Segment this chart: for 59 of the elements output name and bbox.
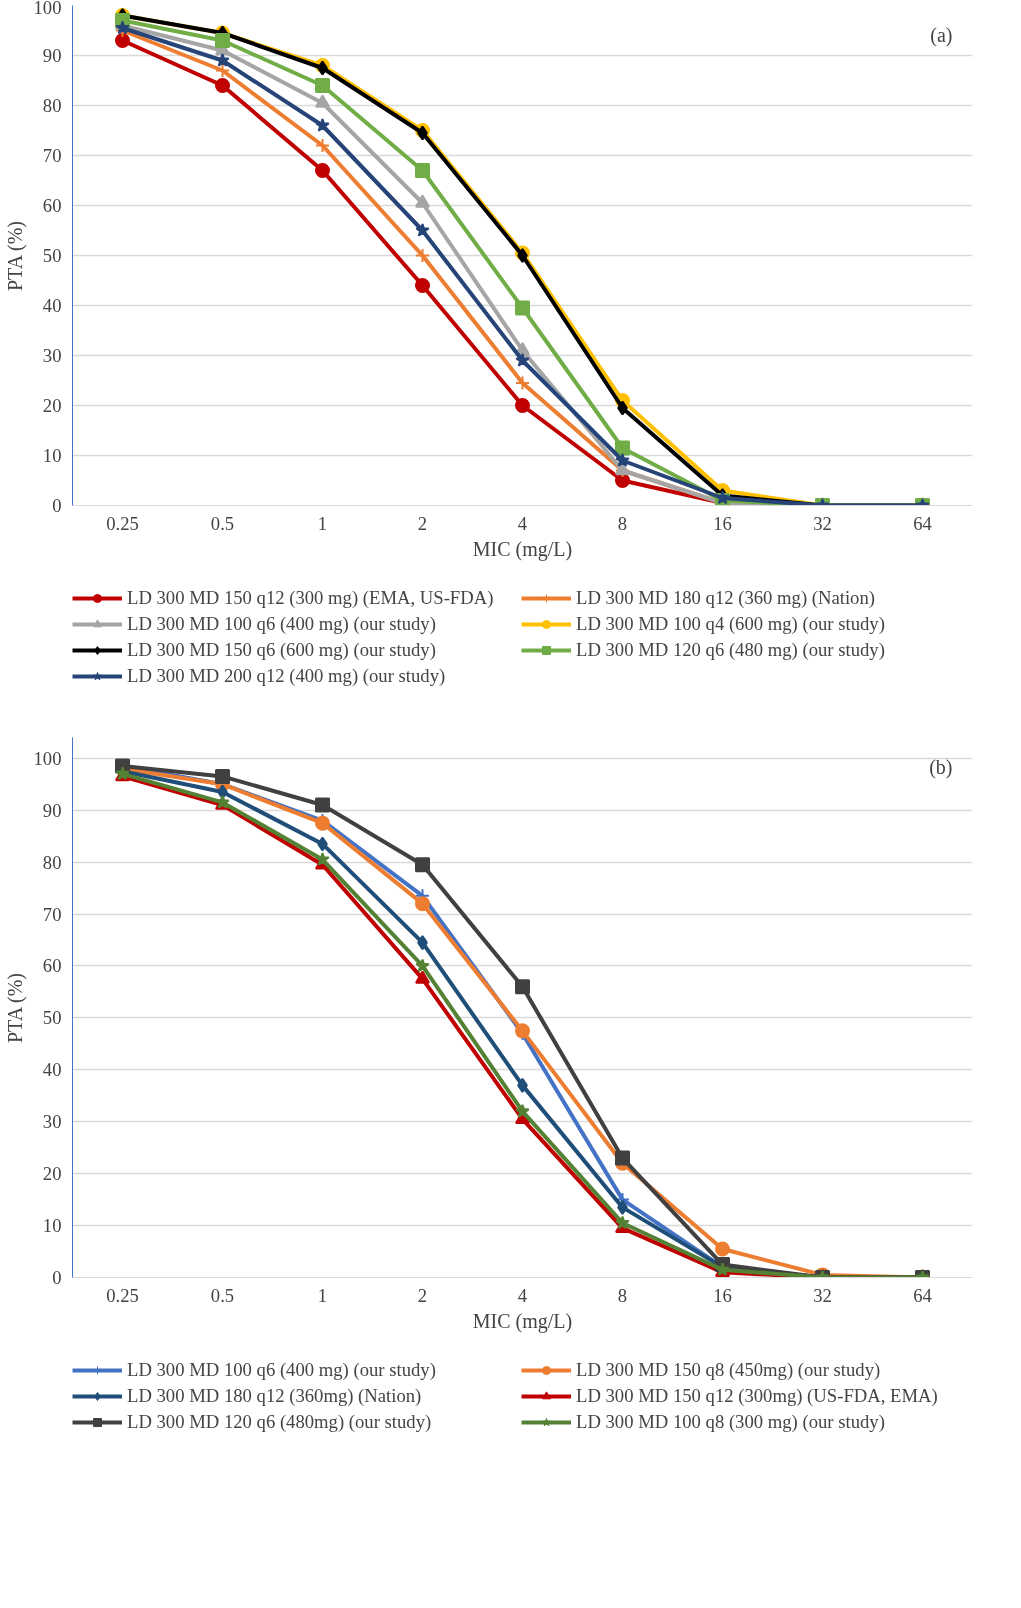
x-tick-label: 16 (713, 1284, 732, 1306)
y-tick-label: 40 (42, 1059, 62, 1081)
y-tick-label: 100 (33, 0, 62, 18)
x-tick-label: 1 (317, 1284, 328, 1306)
y-axis-title: PTA (%) (3, 973, 27, 1044)
y-tick-label: 20 (42, 395, 62, 416)
x-tick-label: 1 (317, 512, 328, 534)
legend-label: LD 300 MD 150 q8 (450mg) (our study) (576, 1359, 882, 1381)
y-tick-label: 50 (42, 1007, 62, 1029)
y-tick-label: 60 (42, 955, 62, 977)
y-tick-label: 100 (33, 747, 62, 769)
legend-label: LD 300 MD 150 q12 (300 mg) (EMA, US-FDA) (127, 587, 495, 609)
x-tick-label: 8 (617, 512, 628, 534)
y-tick-label: 80 (42, 95, 62, 116)
annotation: (a) (930, 23, 953, 47)
y-tick-label: 70 (42, 903, 62, 925)
y-tick-label: 40 (42, 295, 62, 316)
x-tick-label: 8 (617, 1284, 628, 1306)
legend-label: LD 300 MD 100 q4 (600 mg) (our study) (576, 613, 886, 635)
y-tick-label: 10 (42, 1215, 62, 1237)
x-tick-label: 4 (517, 1284, 528, 1306)
x-tick-label: 0.5 (210, 1284, 235, 1306)
x-tick-label: 0.25 (106, 512, 139, 534)
x-tick-label: 2 (417, 1284, 428, 1306)
legend-label: LD 300 MD 180 q12 (360mg) (Nation) (127, 1385, 423, 1407)
y-tick-label: 10 (42, 445, 62, 466)
x-tick-label: 4 (517, 512, 528, 534)
legend-label: LD 300 MD 100 q6 (400 mg) (our study) (127, 613, 437, 635)
y-tick-label: 30 (42, 345, 62, 366)
y-tick-label: 50 (42, 245, 62, 266)
legend-label: LD 300 MD 150 q12 (300mg) (US-FDA, EMA) (576, 1385, 939, 1407)
legend-label: LD 300 MD 180 q12 (360 mg) (Nation) (576, 587, 876, 609)
y-axis-title: PTA (%) (3, 221, 27, 292)
legend-label: LD 300 MD 200 q12 (400 mg) (our study) (127, 665, 447, 687)
x-tick-label: 64 (913, 512, 933, 534)
y-tick-label: 70 (42, 145, 62, 166)
x-axis-title: MIC (mg/L) (472, 537, 573, 561)
x-axis-title: MIC (mg/L) (472, 1309, 573, 1333)
x-tick-label: 2 (417, 512, 428, 534)
x-tick-label: 32 (813, 1284, 832, 1306)
legend-label: LD 300 MD 120 q6 (480 mg) (our study) (576, 639, 886, 661)
x-tick-label: 64 (913, 1284, 933, 1306)
y-tick-label: 0 (52, 1267, 62, 1288)
x-tick-label: 0.25 (106, 1284, 139, 1306)
x-tick-label: 0.5 (210, 512, 235, 534)
legend-label: LD 300 MD 120 q6 (480mg) (our study) (127, 1411, 433, 1433)
legend-label: LD 300 MD 150 q6 (600 mg) (our study) (127, 639, 437, 661)
y-tick-label: 80 (42, 851, 62, 873)
y-tick-label: 90 (42, 799, 62, 821)
legend-label: LD 300 MD 100 q8 (300 mg) (our study) (576, 1411, 886, 1433)
legend-label: LD 300 MD 100 q6 (400 mg) (our study) (127, 1359, 437, 1381)
y-tick-label: 90 (42, 45, 62, 66)
y-tick-label: 60 (42, 195, 62, 216)
x-tick-label: 16 (713, 512, 732, 534)
y-tick-label: 30 (42, 1111, 62, 1133)
annotation: (b) (929, 755, 953, 779)
y-tick-label: 0 (52, 495, 62, 516)
y-tick-label: 20 (42, 1163, 62, 1185)
x-tick-label: 32 (813, 512, 832, 534)
